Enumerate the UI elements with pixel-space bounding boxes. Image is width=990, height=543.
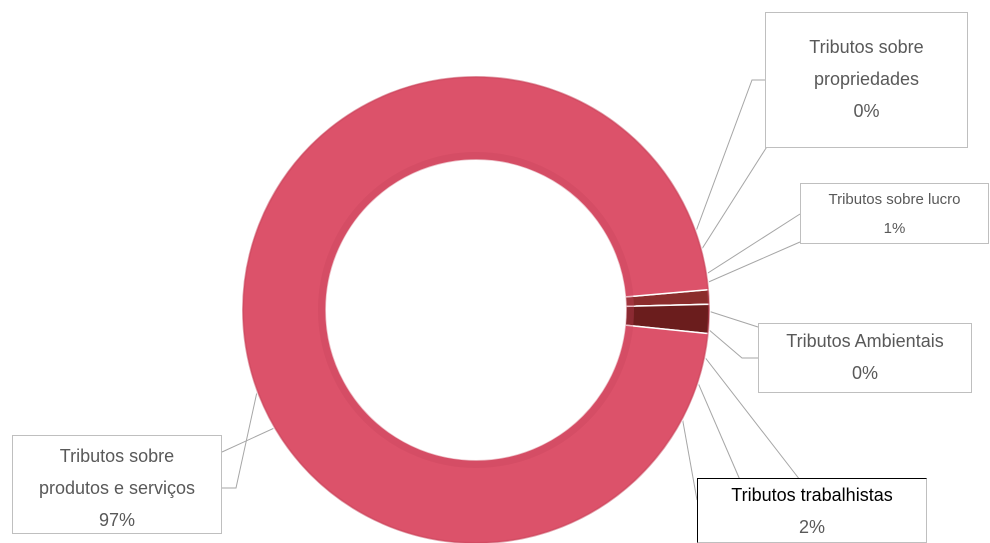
label-name: Tributos sobre propriedades xyxy=(809,37,924,89)
label-value: 97% xyxy=(98,510,136,530)
data-label: Tributos Ambientais 0% xyxy=(758,323,972,393)
label-name: Tributos sobre produtos e serviços xyxy=(38,446,196,498)
label-value: 0% xyxy=(853,101,880,121)
data-label: Tributos trabalhistas 2% xyxy=(697,478,927,543)
leader-line xyxy=(671,79,768,297)
data-label: Tributos sobre lucro 1% xyxy=(800,183,989,244)
slices xyxy=(241,75,711,543)
ring-edge xyxy=(242,76,710,543)
label-value: 1% xyxy=(883,220,906,237)
label-name: Tributos trabalhistas xyxy=(731,485,893,505)
label-value: 2% xyxy=(798,517,825,537)
label-name: Tributos sobre lucro xyxy=(828,191,961,208)
label-value: 0% xyxy=(851,363,878,383)
label-name: Tributos Ambientais xyxy=(786,331,944,351)
data-label: Tributos sobre produtos e serviços 97% xyxy=(12,435,222,534)
data-label: Tributos sobre propriedades 0% xyxy=(765,12,968,148)
ring-edge xyxy=(318,152,634,468)
